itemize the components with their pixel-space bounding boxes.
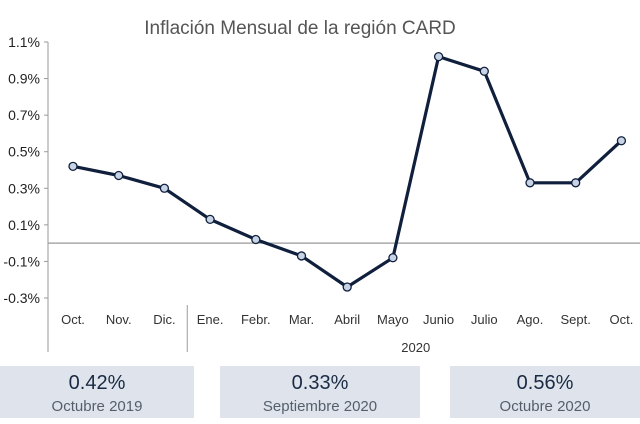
data-point [616,136,627,146]
x-tick-label: Febr. [241,312,271,327]
data-point [251,234,261,245]
card-value: 0.33% [291,372,349,394]
card-value: 0.56% [516,372,574,394]
y-axis: 1.1% 0.9% 0.7% 0.5% 0.3% 0.1% -0.1% -0.3% [3,34,49,352]
x-tick-label: Dic. [153,312,175,327]
x-tick-label: Ene. [197,312,224,327]
x-tick-label: Oct. [61,312,85,327]
series-line [71,54,624,289]
x-tick-label: Mar. [289,312,314,327]
y-tick-label: 0.7% [8,107,40,123]
y-tick-label: 0.3% [8,180,40,196]
data-point [571,178,581,188]
y-tick-label: -0.1% [3,253,40,269]
x-tick-label: Ago. [517,312,544,327]
data-point [342,282,352,292]
series-polyline [71,54,624,289]
summary-card-sep-2020: 0.33% Septiembre 2020 [220,366,420,418]
x-tick-label: Nov. [106,312,132,327]
x-tick-label: Abril [334,312,360,327]
y-tick-label: 0.1% [8,217,40,233]
x-tick-label: Mayo [377,312,409,327]
data-point [433,51,444,62]
y-tick-label: 0.9% [8,71,40,87]
card-period: Octubre 2019 [51,398,143,415]
y-tick-label: 1.1% [8,34,40,50]
x-tick-label: Junio [423,312,454,327]
series-markers [68,51,627,292]
x-tick-label: Oct. [609,312,633,327]
x-axis: Oct. Nov. Dic. Ene. Febr. Mar. Abril Mayo Junio J… [61,305,633,355]
card-value: 0.42% [68,372,126,394]
data-point [525,178,535,188]
data-point [205,214,215,225]
y-tick-label: -0.3% [3,290,40,306]
data-point [479,66,489,76]
data-point [159,183,170,193]
data-point [296,251,307,261]
x-tick-label: Sept. [561,312,591,327]
card-period: Octubre 2020 [499,398,591,415]
summary-card-oct-2020: 0.56% Octubre 2020 [450,366,640,418]
chart-title: Inflación Mensual de la región CARD [144,18,456,39]
data-point [114,170,124,181]
x-tick-label: Julio [471,312,498,327]
inflation-line-chart: Inflación Mensual de la región CARD 1.1%… [3,18,640,355]
card-period: Septiembre 2020 [262,398,378,415]
data-point [388,253,398,263]
data-point [68,161,78,171]
year-group-label: 2020 [401,340,430,355]
summary-card-oct-2019: 0.42% Octubre 2019 [0,366,194,418]
y-tick-label: 0.5% [8,144,40,160]
